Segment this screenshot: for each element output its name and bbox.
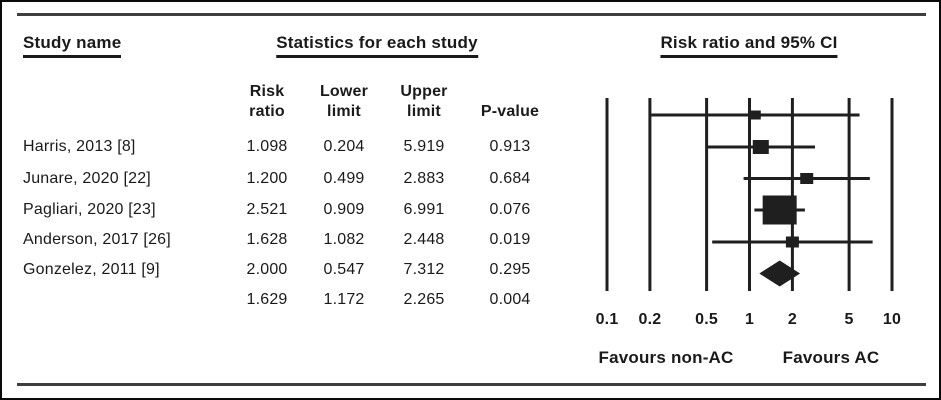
value-cell: 7.312 [403, 261, 445, 278]
statistics-header: Statistics for each study [276, 33, 478, 58]
study-name-cell: Gonzelez, 2011 [9] [23, 261, 160, 278]
summary-value-cell: 0.004 [489, 291, 531, 308]
study-name-header: Study name [23, 33, 122, 58]
value-cell: 2.448 [403, 231, 445, 248]
axis-tick-label: 0.1 [595, 311, 619, 328]
bottom-rule [17, 383, 926, 386]
plot-header: Risk ratio and 95% CI [660, 33, 838, 58]
effect-size-marker [785, 236, 799, 248]
axis-tick-label: 10 [882, 311, 902, 328]
axis-tick-label: 5 [844, 311, 854, 328]
axis-tick-label: 0.2 [638, 311, 662, 328]
value-cell: 1.628 [246, 231, 288, 248]
favours-ac-label: Favours AC [782, 348, 880, 367]
value-cell: 6.991 [403, 200, 445, 218]
value-cell: 1.082 [323, 231, 365, 248]
study-name-cell: Pagliari, 2020 [23] [23, 200, 156, 218]
summary-value-cell: 1.629 [246, 291, 288, 308]
axis-tick-label: 0.5 [695, 311, 719, 328]
value-cell: 0.076 [489, 200, 531, 218]
value-cell: 0.019 [489, 231, 531, 248]
value-cell: 0.547 [323, 261, 365, 278]
summary-value-cell: 2.265 [403, 291, 445, 308]
summary-diamond [759, 260, 801, 287]
summary-value-cell: 1.172 [323, 291, 365, 308]
axis-tick-label: 2 [787, 311, 797, 328]
column-header: Upper limit [400, 83, 448, 120]
value-cell: 5.919 [403, 138, 445, 155]
study-name-cell: Anderson, 2017 [26] [23, 231, 171, 248]
study-name-cell: Harris, 2013 [8] [23, 138, 136, 155]
top-rule [17, 13, 926, 16]
effect-size-marker [762, 195, 797, 225]
column-header: P-value [480, 102, 540, 120]
value-cell: 0.204 [323, 138, 365, 155]
effect-size-marker [749, 110, 761, 120]
effect-size-marker [800, 173, 814, 184]
value-cell: 2.883 [403, 169, 445, 187]
study-name-cell: Junare, 2020 [22] [23, 169, 151, 187]
column-header: Lower limit [319, 83, 369, 120]
value-cell: 0.499 [323, 169, 365, 187]
value-cell: 2.000 [246, 261, 288, 278]
value-cell: 2.521 [246, 200, 288, 218]
axis-tick-label: 1 [744, 311, 755, 328]
effect-size-marker [752, 140, 769, 154]
value-cell: 1.098 [246, 138, 288, 155]
value-cell: 0.684 [489, 169, 531, 187]
value-cell: 1.200 [246, 169, 288, 187]
value-cell: 0.295 [489, 261, 531, 278]
value-cell: 0.913 [489, 138, 531, 155]
value-cell: 0.909 [323, 200, 365, 218]
favours-non-ac-label: Favours non-AC [598, 348, 734, 367]
column-header: Risk ratio [249, 83, 285, 120]
